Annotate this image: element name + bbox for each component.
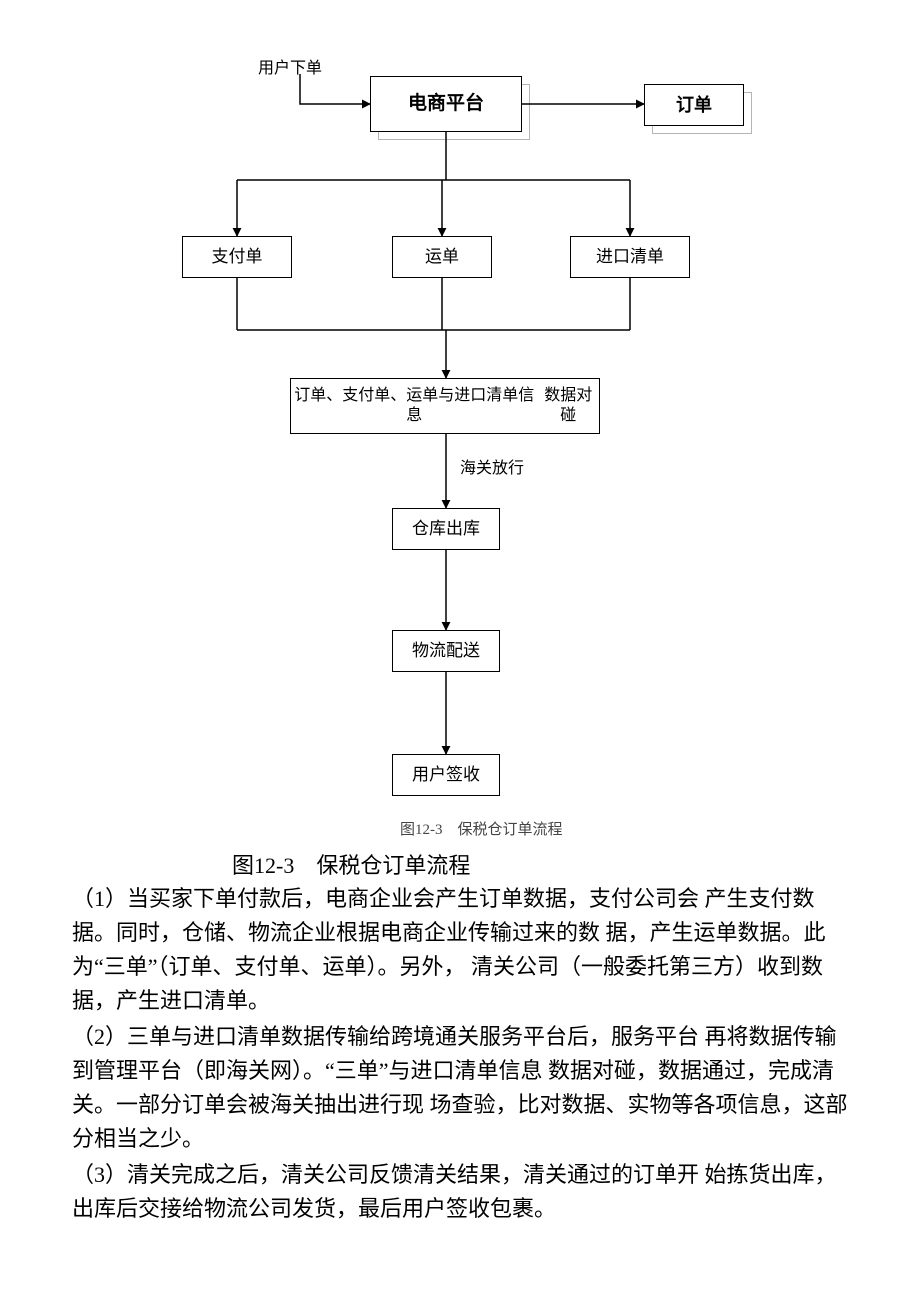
node-platform: 电商平台 bbox=[370, 76, 522, 132]
node-platform-label: 电商平台 bbox=[408, 92, 484, 116]
node-waybill-label: 运单 bbox=[425, 246, 459, 267]
node-warehouse-label: 仓库出库 bbox=[412, 518, 480, 539]
figure-caption: 图12-3 保税仓订单流程 bbox=[232, 848, 470, 880]
node-payment-label: 支付单 bbox=[212, 246, 263, 267]
node-importlist: 进口清单 bbox=[570, 236, 690, 278]
flowchart-caption-small: 图12-3 保税仓订单流程 bbox=[400, 818, 563, 839]
paragraph-3: （3）清关完成之后，清关公司反馈清关结果，清关通过的订单开 始拣货出库，出库后交… bbox=[72, 1158, 852, 1226]
node-delivery-label: 物流配送 bbox=[412, 640, 480, 661]
lbl-user-order: 用户下单 bbox=[258, 54, 322, 78]
node-reconcile-label: 订单、支付单、运单与进口清单信息 bbox=[291, 386, 537, 426]
node-reconcile: 订单、支付单、运单与进口清单信息数据对碰 bbox=[290, 378, 600, 434]
node-warehouse: 仓库出库 bbox=[392, 508, 500, 550]
node-reconcile-label: 数据对碰 bbox=[537, 386, 599, 426]
edge-user-in bbox=[300, 74, 370, 104]
node-signoff-label: 用户签收 bbox=[412, 764, 480, 785]
node-waybill: 运单 bbox=[392, 236, 492, 278]
node-order-label: 订单 bbox=[676, 94, 712, 117]
paragraph-2: （2）三单与进口清单数据传输给跨境通关服务平台后，服务平台 再将数据传输到管理平… bbox=[72, 1020, 852, 1156]
paragraph-1: （1）当买家下单付款后，电商企业会产生订单数据，支付公司会 产生支付数据。同时，… bbox=[72, 882, 852, 1018]
node-payment: 支付单 bbox=[182, 236, 292, 278]
node-delivery: 物流配送 bbox=[392, 630, 500, 672]
lbl-customs-pass: 海关放行 bbox=[460, 454, 524, 478]
node-importlist-label: 进口清单 bbox=[596, 246, 664, 267]
node-order: 订单 bbox=[644, 84, 744, 126]
node-signoff: 用户签收 bbox=[392, 754, 500, 796]
page: 电商平台 订单支付单 运单 进口清单订单、支付单、运单与进口清单信息数据对碰仓库出库物… bbox=[0, 0, 920, 1302]
